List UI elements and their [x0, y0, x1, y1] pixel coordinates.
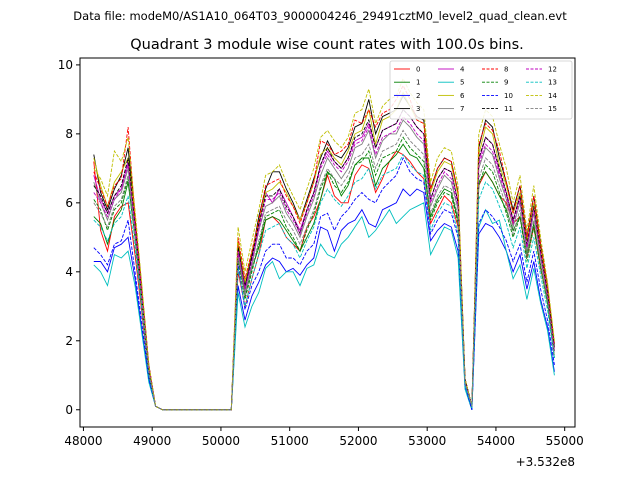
y-tick-label: 8 — [65, 127, 73, 141]
legend-label-12: 12 — [548, 66, 557, 74]
x-tick-label: 48000 — [64, 434, 102, 448]
y-tick-label: 2 — [65, 334, 73, 348]
x-tick-label: 53000 — [408, 434, 446, 448]
legend-label-9: 9 — [504, 79, 508, 87]
series-line-12 — [93, 115, 555, 411]
legend-box — [389, 60, 573, 120]
x-tick-label: 52000 — [339, 434, 377, 448]
legend-label-5: 5 — [460, 79, 464, 87]
series-line-8 — [93, 84, 555, 411]
series-line-6 — [93, 91, 555, 411]
chart-title: Quadrant 3 module wise count rates with … — [130, 37, 524, 53]
legend-label-11: 11 — [504, 105, 513, 113]
legend-label-15: 15 — [548, 105, 557, 113]
series-line-5 — [93, 202, 555, 411]
y-tick-label: 0 — [65, 403, 73, 417]
series-line-7 — [93, 119, 555, 411]
x-tick-label: 49000 — [133, 434, 171, 448]
x-tick-label: 50000 — [202, 434, 240, 448]
series-line-9 — [93, 136, 555, 411]
y-tick-label: 6 — [65, 196, 73, 210]
legend-label-10: 10 — [504, 92, 513, 100]
series-lines — [93, 77, 555, 411]
series-line-11 — [93, 108, 555, 411]
legend-label-1: 1 — [416, 79, 420, 87]
plot-area-frame — [79, 57, 576, 428]
legend-label-2: 2 — [416, 92, 420, 100]
x-tick-label: 51000 — [271, 434, 309, 448]
y-tick-label: 10 — [58, 58, 73, 72]
series-line-2 — [93, 188, 555, 411]
data-file-label: Data file: modeM0/AS1A10_064T03_90000042… — [73, 9, 567, 23]
series-line-0 — [93, 150, 555, 411]
legend-label-3: 3 — [416, 105, 420, 113]
x-tick-label: 54000 — [477, 434, 515, 448]
series-line-4 — [93, 108, 555, 411]
legend-label-7: 7 — [460, 105, 464, 113]
x-axis-offset-text: +3.532e8 — [516, 455, 575, 469]
series-line-13 — [93, 153, 555, 411]
legend-label-8: 8 — [504, 66, 508, 74]
legend-label-14: 14 — [548, 92, 557, 100]
legend-label-0: 0 — [416, 66, 420, 74]
axis-ticks: 48000 49000 50000 51000 52000 53000 54000 55000… — [58, 58, 584, 448]
legend-label-13: 13 — [548, 79, 557, 87]
legend-label-6: 6 — [460, 92, 465, 100]
series-line-15 — [93, 129, 555, 411]
legend-label-4: 4 — [460, 66, 465, 74]
y-tick-label: 4 — [65, 265, 73, 279]
x-tick-label: 55000 — [546, 434, 584, 448]
